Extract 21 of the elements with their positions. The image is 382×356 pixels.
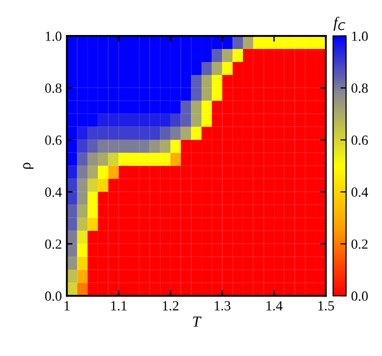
y-tick-label: 0.4 xyxy=(45,187,62,197)
x-tick-label: 1 xyxy=(64,301,70,310)
color-bar-title: f$_{C}$ xyxy=(334,16,346,31)
y-tick-label: 0.8 xyxy=(45,84,62,93)
x-tick-label: 1.4 xyxy=(266,301,283,311)
x-tick-label: 1.1 xyxy=(111,301,126,311)
color-bar-label: 0.0 xyxy=(351,291,368,301)
y-tick-label: 0.2 xyxy=(45,239,62,249)
y-tick-label: 1.0 xyxy=(46,32,62,41)
color-bar-label: 0.6 xyxy=(351,135,368,145)
y-axis-title: ρ xyxy=(23,162,34,169)
color-bar-label: 0.2 xyxy=(351,239,368,249)
x-axis-title: T xyxy=(193,316,202,327)
y-tick-label: 0.0 xyxy=(45,291,62,301)
y-tick-label: 0.6 xyxy=(45,135,62,145)
x-tick-label: 1.2 xyxy=(162,301,178,311)
color-bar-label: 1.0 xyxy=(352,32,368,41)
color-bar-label: 0.4 xyxy=(351,187,368,197)
x-tick-label: 1.5 xyxy=(318,301,334,311)
color-bar-label: 0.8 xyxy=(351,84,368,93)
x-tick-label: 1.3 xyxy=(214,301,230,311)
